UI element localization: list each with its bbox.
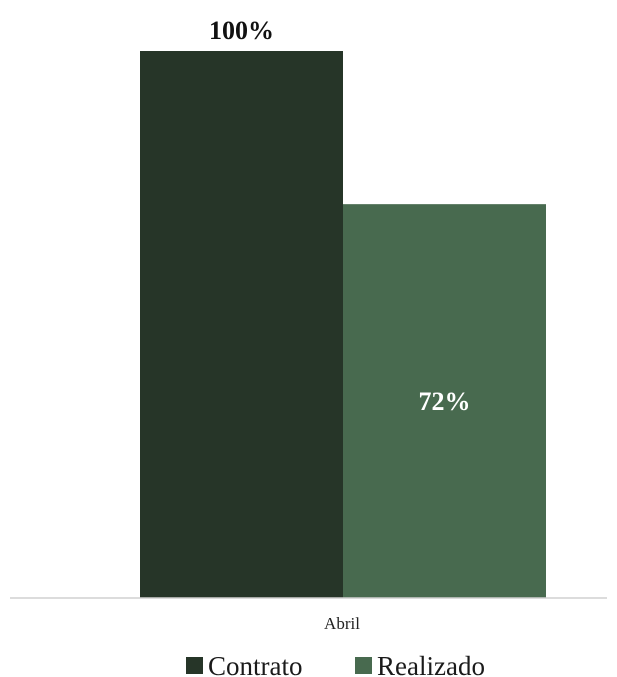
legend-label-contrato: Contrato [208, 651, 303, 677]
data-labels-layer: 100% 72% [209, 16, 471, 416]
data-label-contrato: 100% [209, 16, 274, 45]
bar-realizado-abril [343, 204, 546, 598]
bar-contrato-abril [140, 51, 343, 598]
legend-swatch-realizado [355, 657, 372, 674]
x-tick-label: Abril [324, 614, 360, 633]
legend: Contrato Realizado [186, 651, 485, 677]
legend-swatch-contrato [186, 657, 203, 674]
bars-layer [140, 51, 546, 598]
data-label-realizado: 72% [419, 387, 471, 416]
legend-label-realizado: Realizado [377, 651, 485, 677]
x-axis-ticks: Abril [324, 614, 360, 633]
